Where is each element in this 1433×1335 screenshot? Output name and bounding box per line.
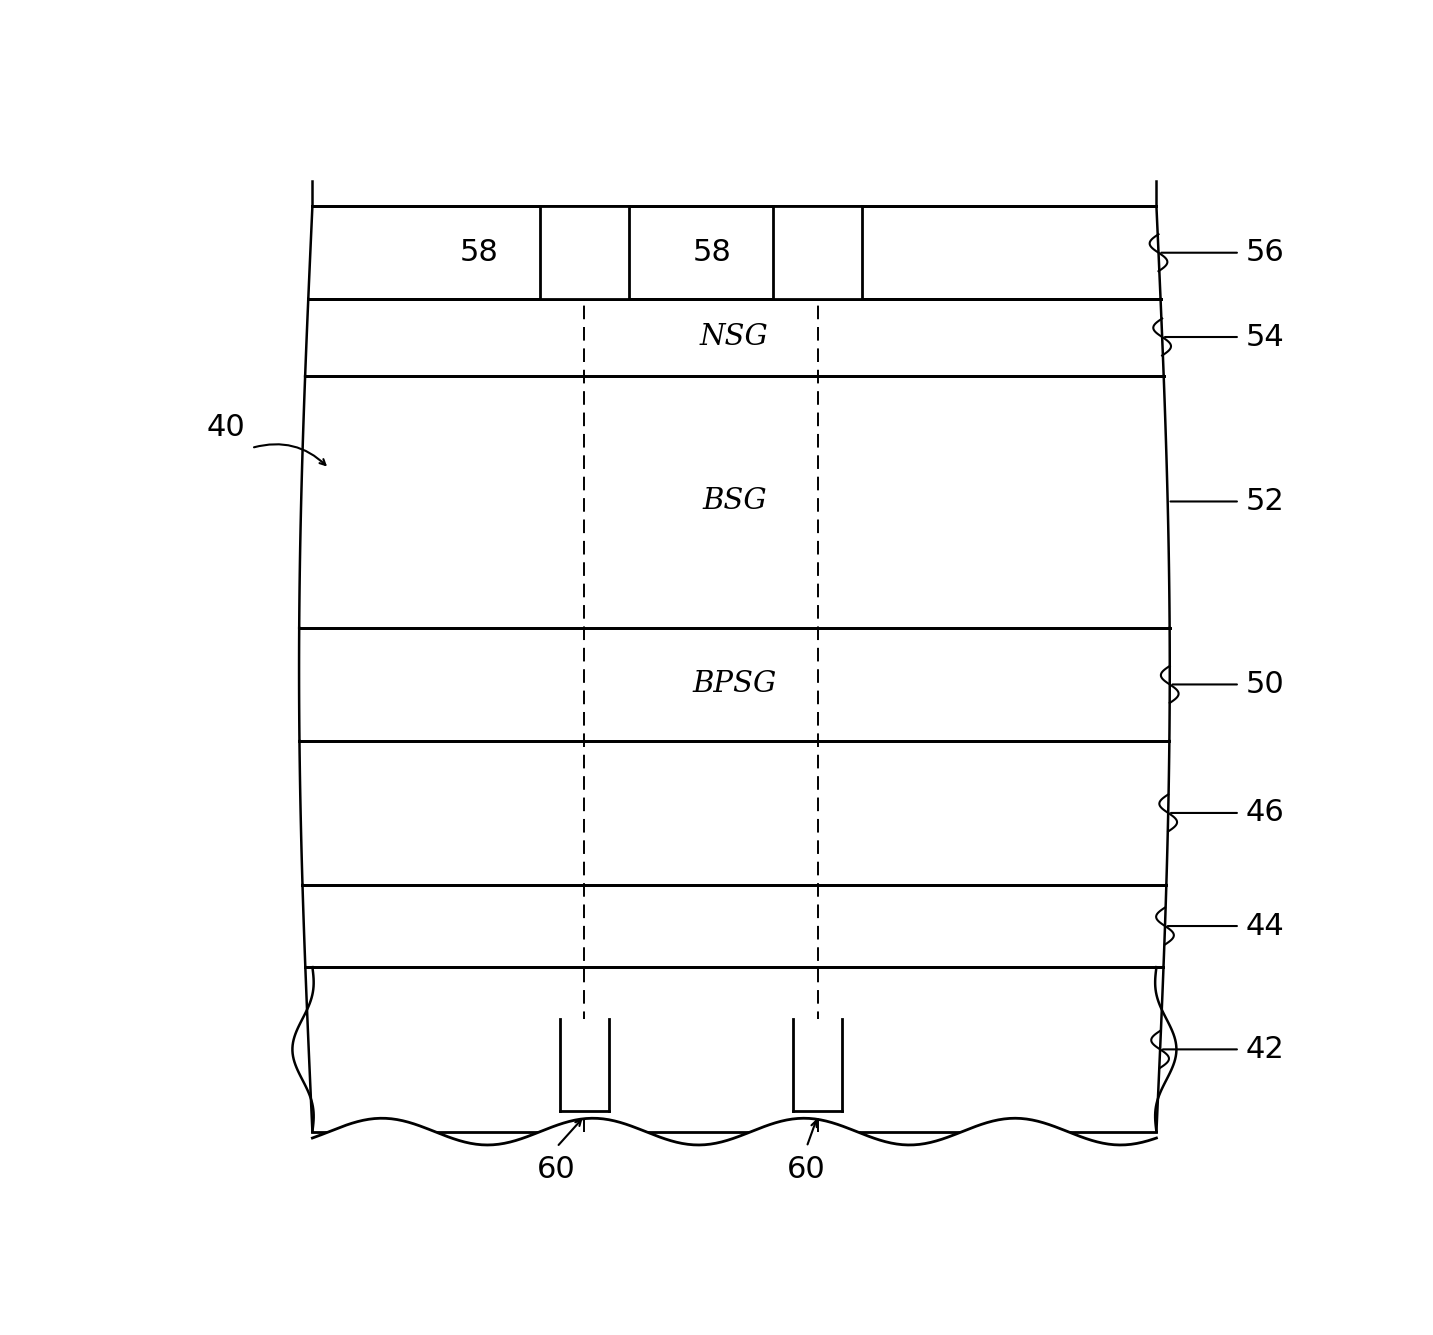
Text: BPSG: BPSG bbox=[692, 670, 777, 698]
Text: 44: 44 bbox=[1245, 912, 1284, 941]
Text: 58: 58 bbox=[460, 238, 499, 267]
Bar bbox=[540, 207, 629, 299]
Bar bbox=[289, 627, 1178, 741]
Bar bbox=[794, 1019, 843, 1111]
Bar bbox=[289, 741, 1178, 885]
Polygon shape bbox=[312, 1119, 1156, 1193]
Bar bbox=[774, 207, 863, 299]
Text: 40: 40 bbox=[206, 413, 245, 442]
Text: 50: 50 bbox=[1245, 670, 1284, 700]
Bar bbox=[289, 376, 1178, 627]
Text: 60: 60 bbox=[787, 1155, 825, 1184]
Bar bbox=[560, 1019, 609, 1111]
Bar bbox=[289, 967, 1178, 1132]
Bar bbox=[289, 207, 1178, 299]
Bar bbox=[289, 885, 1178, 967]
Text: 60: 60 bbox=[537, 1155, 576, 1184]
Text: 56: 56 bbox=[1245, 238, 1284, 267]
Text: NSG: NSG bbox=[701, 323, 768, 351]
Text: 54: 54 bbox=[1245, 323, 1284, 351]
Text: 42: 42 bbox=[1245, 1035, 1284, 1064]
Text: 52: 52 bbox=[1245, 487, 1284, 517]
Text: 46: 46 bbox=[1245, 798, 1284, 828]
Text: 58: 58 bbox=[692, 238, 732, 267]
Text: BSG: BSG bbox=[702, 487, 767, 515]
Bar bbox=[289, 299, 1178, 376]
